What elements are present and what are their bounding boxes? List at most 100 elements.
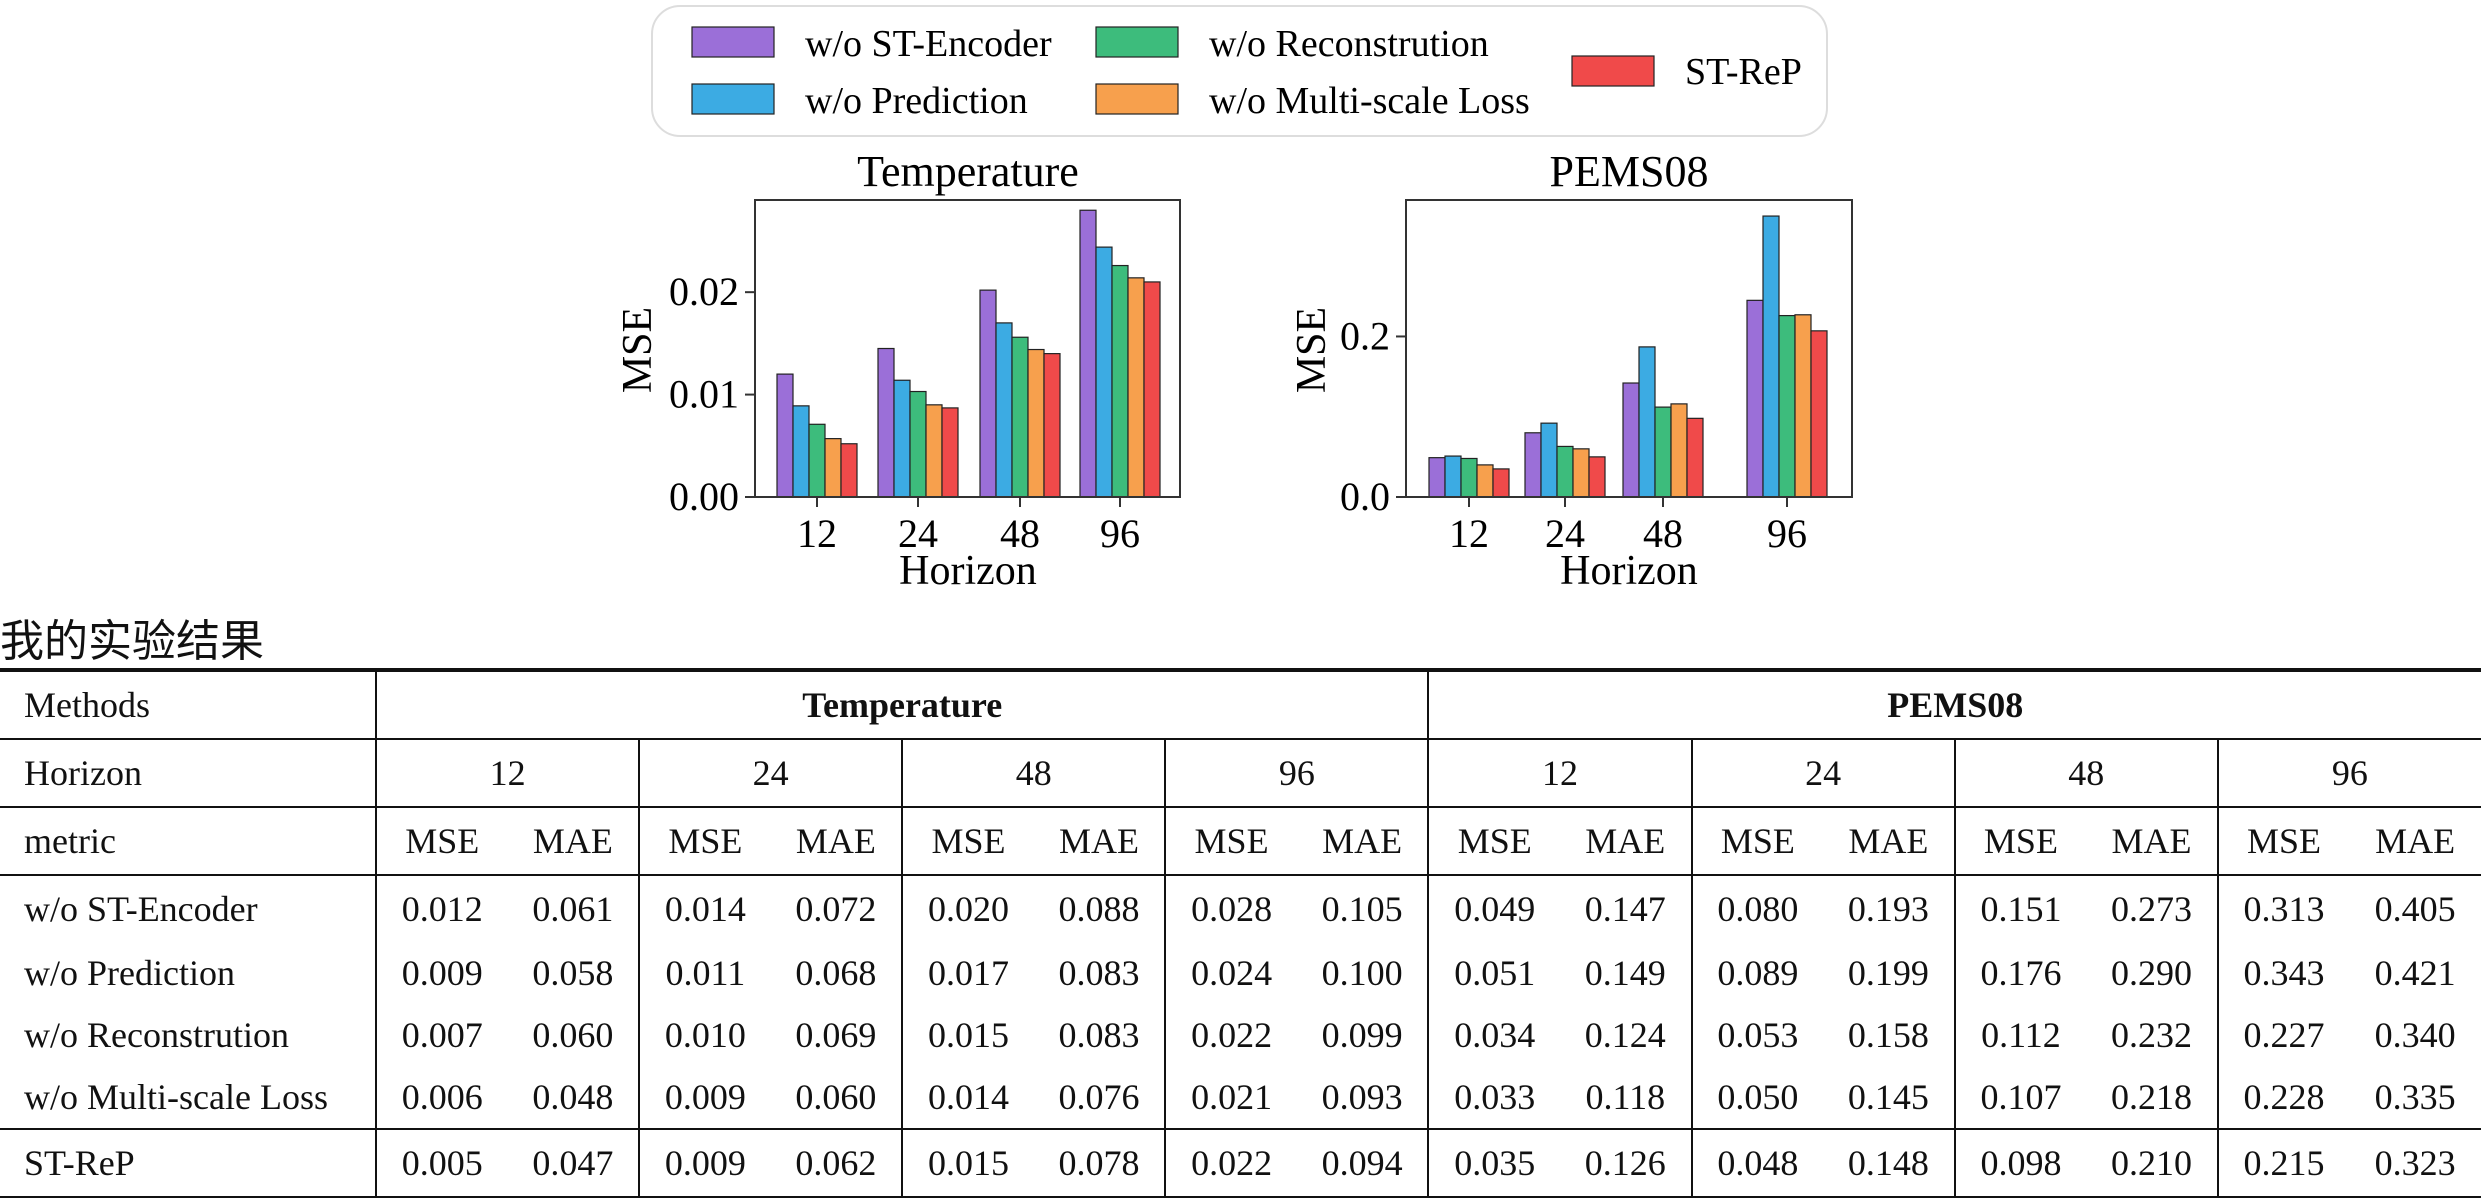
x-tick-label: 96 [1100, 511, 1140, 556]
results-table: Methods Temperature PEMS08 Horizon 12 24 4… [0, 668, 2481, 1198]
method-name: ST-ReP [0, 1128, 377, 1198]
value-cell: 0.218 [2110, 1077, 2192, 1117]
value-cell: 0.158 [1847, 1015, 1929, 1055]
value-cell: 0.069 [795, 1015, 877, 1055]
metric-cell: MSE [901, 806, 1034, 875]
horizon-cell: 48 [901, 738, 1166, 807]
value-cell: 0.009 [638, 1128, 771, 1198]
value-cell: 0.100 [1321, 953, 1403, 993]
y-tick-label: 0.0 [1340, 474, 1390, 519]
value-cell: 0.176 [1953, 942, 2087, 1004]
value-cell: 0.072 [770, 874, 903, 942]
y-tick-label: 0.02 [669, 269, 739, 314]
metric-cell: MSE [1427, 806, 1561, 875]
temperature-x-axis-label: Horizon [899, 548, 1037, 594]
value-cell: 0.068 [795, 953, 877, 993]
bar [1476, 464, 1494, 498]
value-cell: 0.227 [2216, 1004, 2350, 1066]
bar [1428, 457, 1446, 498]
pems08-plot-frame [1405, 199, 1853, 498]
value-cell: 0.215 [2216, 1128, 2350, 1198]
value-cell: 0.009 [638, 1066, 771, 1129]
pems08-chart: PEMS08 MSE Horizon 0.0 0.2 12 24 48 96 [1289, 147, 1853, 594]
x-tick-label: 24 [898, 511, 938, 556]
legend: w/o ST-Encoder w/o Prediction w/o Recons… [651, 5, 1828, 137]
value-cell: 0.112 [1953, 1004, 2087, 1066]
value-cell: 0.098 [1953, 1128, 2087, 1198]
metric-cell: MAE [1823, 806, 1955, 875]
horizon-header: Horizon [0, 738, 377, 807]
value-cell: 0.228 [2216, 1066, 2350, 1129]
value-cell: 0.015 [901, 1004, 1034, 1066]
table-row: w/o ST-Encoder 0.012 0.061 0.014 0.072 0.020 0… [0, 874, 2481, 942]
bar [1778, 314, 1796, 498]
bar [1095, 246, 1113, 498]
bar [909, 390, 927, 498]
bar [1011, 336, 1029, 498]
metric-cell: MSE [1164, 806, 1297, 875]
bar [1622, 382, 1640, 498]
value-cell: 0.199 [1847, 953, 1929, 993]
value-cell: 0.033 [1427, 1066, 1561, 1129]
horizon-cell: 12 [375, 738, 640, 807]
table-row: ST-ReP 0.005 0.047 0.009 0.062 0.015 0.078 0.02… [0, 1128, 2481, 1198]
bar [776, 373, 794, 498]
legend-swatch-st-rep [1571, 55, 1655, 87]
temperature-y-axis-label: MSE [615, 307, 661, 393]
value-cell: 0.053 [1690, 1004, 1824, 1066]
horizon-cell: 24 [638, 738, 903, 807]
method-name: w/o Prediction [24, 953, 235, 993]
bar [1746, 299, 1764, 498]
pems08-chart-title: PEMS08 [1550, 147, 1709, 196]
value-cell: 0.058 [532, 953, 614, 993]
x-tick-label: 96 [1767, 511, 1807, 556]
temperature-plot-frame [754, 199, 1181, 498]
value-cell: 0.080 [1690, 874, 1824, 942]
bar [1143, 281, 1161, 498]
horizon-cell: 24 [1690, 738, 1955, 807]
value-cell: 0.022 [1164, 1128, 1297, 1198]
bar [1654, 406, 1672, 498]
value-cell: 0.050 [1690, 1066, 1824, 1129]
horizon-cell: 12 [1427, 738, 1692, 807]
horizon-cell: 96 [1164, 738, 1429, 807]
value-cell: 0.076 [1058, 1077, 1140, 1117]
table-row: w/o Prediction 0.009 0.058 0.011 0.068 0.017 0… [0, 942, 2481, 1004]
bar [995, 322, 1013, 498]
value-cell: 0.340 [2374, 1015, 2456, 1055]
value-cell: 0.145 [1847, 1077, 1929, 1117]
value-cell: 0.048 [1690, 1128, 1824, 1198]
results-caption: 我的实验结果 [0, 616, 264, 667]
value-cell: 0.083 [1058, 1015, 1140, 1055]
value-cell: 0.061 [507, 874, 640, 942]
pems08-y-axis-label: MSE [1289, 307, 1335, 393]
methods-header: Methods [0, 668, 377, 739]
value-cell: 0.210 [2086, 1128, 2218, 1198]
value-cell: 0.022 [1164, 1004, 1297, 1066]
bar [893, 379, 911, 498]
legend-label-st-encoder: w/o ST-Encoder [805, 23, 1052, 65]
x-tick-label: 12 [1449, 511, 1489, 556]
legend-box [651, 5, 1828, 137]
value-cell: 0.313 [2216, 874, 2350, 942]
bar [1079, 209, 1097, 498]
bar [1127, 277, 1145, 498]
bar [1572, 448, 1590, 498]
value-cell: 0.060 [795, 1077, 877, 1117]
table-horizon-row: Horizon 12 24 48 96 12 24 48 96 [0, 738, 2481, 807]
value-cell: 0.060 [532, 1015, 614, 1055]
value-cell: 0.193 [1823, 874, 1955, 942]
bar [1111, 264, 1129, 498]
value-cell: 0.126 [1560, 1128, 1692, 1198]
x-tick-label: 24 [1545, 511, 1585, 556]
metric-cell: MSE [2216, 806, 2350, 875]
value-cell: 0.105 [1296, 874, 1429, 942]
legend-swatch-reconstrution [1095, 26, 1179, 58]
metric-header: metric [0, 806, 377, 875]
value-cell: 0.088 [1033, 874, 1166, 942]
value-cell: 0.021 [1164, 1066, 1297, 1129]
value-cell: 0.093 [1321, 1077, 1403, 1117]
table-metric-row: metric MSE MAE MSE MAE MSE MAE MSE MAE MSE MAE MSE… [0, 806, 2481, 875]
legend-swatch-prediction [691, 83, 775, 115]
value-cell: 0.151 [1953, 874, 2087, 942]
